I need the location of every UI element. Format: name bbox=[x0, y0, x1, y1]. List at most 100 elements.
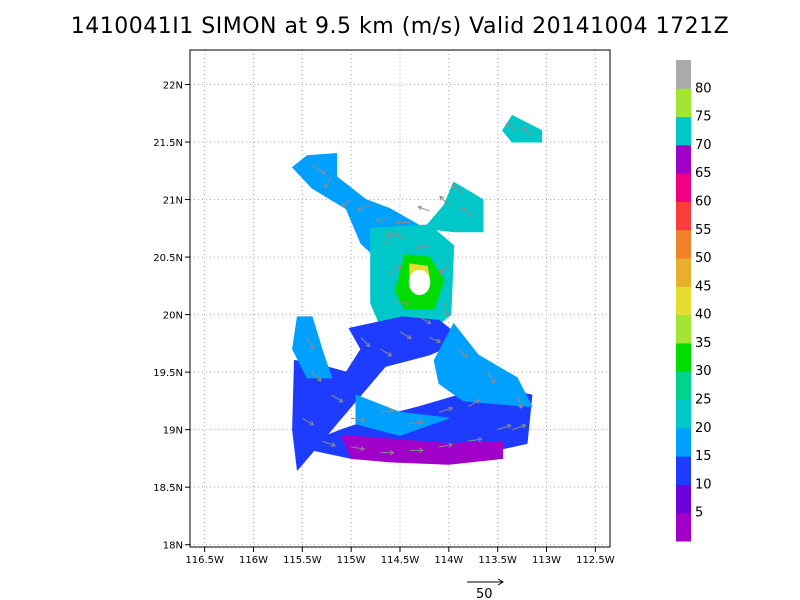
vector-head bbox=[463, 353, 469, 359]
vector-head bbox=[415, 244, 420, 250]
vector-shaft bbox=[302, 417, 314, 426]
vector-head bbox=[419, 419, 424, 425]
wind-vector bbox=[324, 176, 333, 189]
vector-head bbox=[331, 442, 336, 448]
colorbar-swatch bbox=[676, 399, 691, 429]
wind-vector bbox=[409, 447, 424, 453]
vector-head bbox=[448, 442, 454, 448]
wind-vector bbox=[439, 262, 450, 275]
lat-tick-label: 19N bbox=[163, 426, 183, 437]
vector-scale-label: 50 bbox=[476, 587, 493, 600]
vector-head bbox=[444, 312, 450, 318]
wind-vector bbox=[311, 371, 322, 382]
vector-head bbox=[356, 206, 362, 212]
colorbar-label: 55 bbox=[695, 223, 712, 238]
colorbar-swatch bbox=[676, 229, 691, 259]
vector-shaft bbox=[311, 371, 322, 382]
colorbar-label: 25 bbox=[695, 393, 712, 408]
wind-vector bbox=[438, 406, 454, 413]
vector-head bbox=[451, 184, 457, 189]
colorbar-label: 5 bbox=[695, 506, 703, 521]
lat-tick-label: 18N bbox=[163, 541, 183, 552]
vector-head bbox=[316, 376, 322, 382]
vector-shaft bbox=[409, 421, 424, 425]
wind-vector bbox=[356, 204, 371, 212]
vector-shaft bbox=[342, 199, 352, 207]
wind-vector bbox=[380, 450, 395, 456]
lon-tick-label: 113W bbox=[532, 555, 561, 566]
vector-shaft bbox=[384, 232, 391, 246]
vector-shaft bbox=[512, 424, 526, 431]
colorbar-label: 65 bbox=[695, 166, 712, 181]
vector-head bbox=[395, 220, 401, 226]
wind-vector bbox=[487, 371, 496, 384]
vector-shaft bbox=[331, 394, 343, 403]
lat-tick-label: 19.5N bbox=[153, 368, 183, 379]
wind-vector bbox=[351, 417, 366, 423]
colorbar-swatch bbox=[676, 342, 691, 372]
wind-vector bbox=[458, 348, 469, 359]
vector-head bbox=[393, 232, 398, 238]
vector-head bbox=[522, 126, 528, 132]
colorbar-label: 70 bbox=[695, 138, 712, 153]
colorbar-label: 80 bbox=[695, 81, 712, 96]
vector-head bbox=[389, 408, 395, 414]
colorbar-label: 15 bbox=[695, 449, 712, 464]
vector-shaft bbox=[416, 245, 430, 249]
latitude-axis: 18N 18.5N 19N 19.5N 20N 20.5N 21N 21.5N 22N bbox=[153, 81, 190, 552]
wind-vector bbox=[311, 164, 327, 175]
wind-vector bbox=[389, 264, 402, 275]
vector-shaft bbox=[505, 123, 518, 131]
vector-head bbox=[390, 450, 395, 456]
vector-head bbox=[521, 423, 527, 429]
lat-tick-label: 22N bbox=[163, 81, 183, 92]
vector-head bbox=[404, 300, 410, 306]
colorbar-swatch bbox=[676, 60, 691, 89]
wind-vector bbox=[497, 423, 512, 431]
vector-shaft bbox=[452, 184, 464, 195]
colorbar-label: 35 bbox=[695, 336, 712, 351]
color-scale-legend: 5 10 15 20 25 30 35 40 45 50 55 60 65 70 75 80 bbox=[676, 60, 712, 542]
colorbar-swatch bbox=[676, 116, 691, 146]
colorbar-label: 10 bbox=[695, 477, 712, 492]
wind-vector bbox=[399, 331, 412, 340]
wind-vector bbox=[351, 446, 366, 452]
vector-head bbox=[321, 169, 327, 175]
wind-vector bbox=[360, 337, 371, 348]
wind-vector bbox=[409, 419, 424, 425]
vector-head bbox=[448, 406, 454, 412]
vector-shaft bbox=[389, 265, 402, 275]
wind-vector bbox=[341, 199, 352, 207]
wind-vector bbox=[522, 126, 533, 137]
colorbar-swatch bbox=[676, 88, 691, 118]
wind-vector bbox=[331, 394, 344, 403]
lon-tick-label: 112.5W bbox=[576, 555, 615, 566]
wind-vector bbox=[395, 220, 410, 226]
colorbar-swatch bbox=[676, 258, 691, 287]
vector-shaft bbox=[516, 394, 523, 409]
longitude-axis: 116.5W 116W 115.5W 115W 114.5W 114W 113.5W 113W… bbox=[185, 547, 615, 566]
vector-head bbox=[338, 397, 344, 403]
wind-region-northeast-band bbox=[423, 181, 484, 233]
lat-tick-label: 20.5N bbox=[153, 253, 183, 264]
colorbar-label: 75 bbox=[695, 110, 712, 125]
vector-shaft bbox=[306, 337, 315, 349]
vector-head bbox=[439, 195, 445, 201]
lat-tick-label: 21N bbox=[163, 196, 183, 207]
wind-vector bbox=[306, 337, 315, 350]
wind-vector bbox=[461, 207, 474, 218]
colorbar-swatch bbox=[676, 427, 691, 457]
storm-eye bbox=[408, 269, 431, 296]
wind-vector bbox=[384, 231, 392, 246]
vector-head bbox=[436, 338, 442, 344]
vector-shaft bbox=[376, 216, 391, 222]
vector-shaft bbox=[321, 440, 336, 447]
vector-head bbox=[461, 207, 467, 212]
colorbar-swatch bbox=[676, 484, 691, 514]
vector-head bbox=[341, 202, 347, 207]
vector-shaft bbox=[438, 444, 453, 448]
vector-shaft bbox=[468, 438, 482, 442]
colorbar-swatch bbox=[676, 201, 691, 231]
wind-vector bbox=[419, 316, 432, 325]
